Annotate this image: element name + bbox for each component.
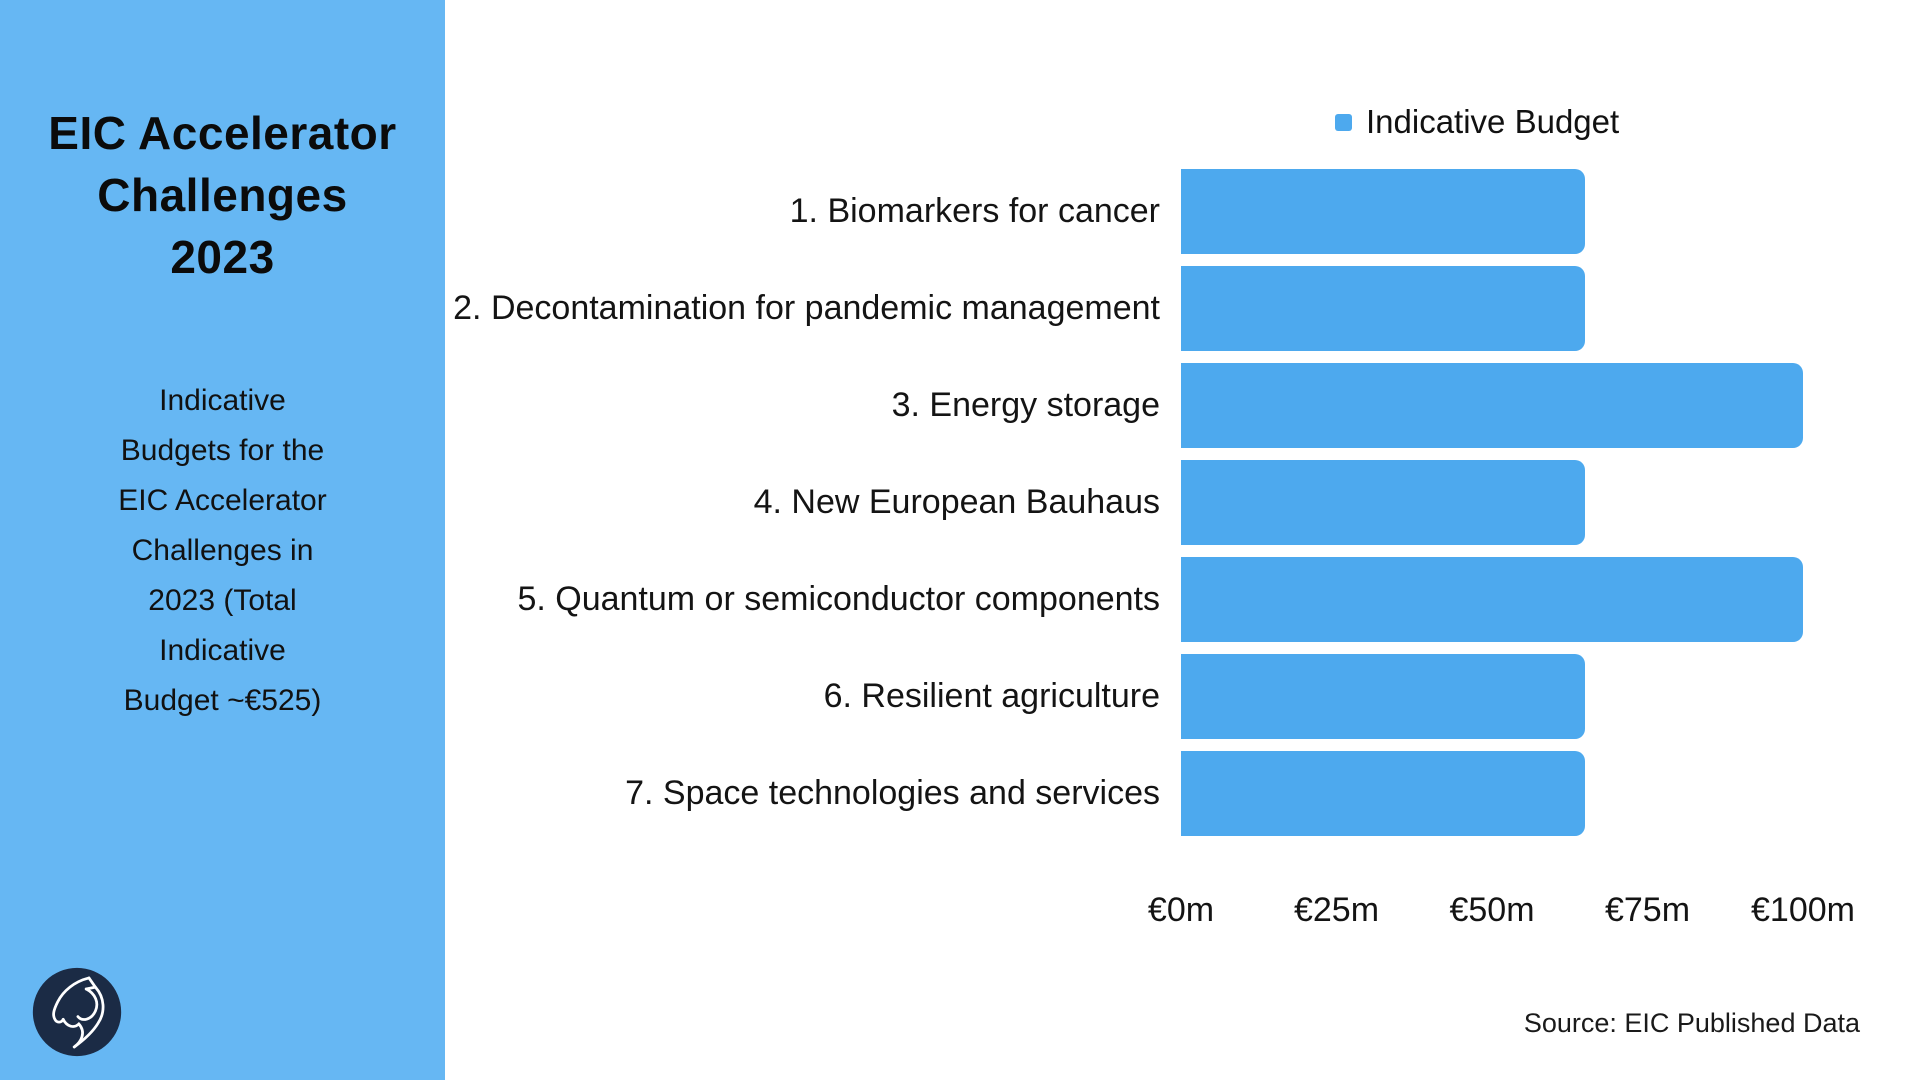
subtitle-line: Indicative <box>159 634 286 667</box>
bar-track <box>1181 654 1803 739</box>
budget-bar <box>1181 363 1803 448</box>
budget-bar <box>1181 751 1586 836</box>
category-label: 3. Energy storage <box>891 386 1160 424</box>
subtitle-line: EIC Accelerator <box>118 484 327 517</box>
category-label: 2. Decontamination for pandemic manageme… <box>453 289 1160 327</box>
bar-row: 1. Biomarkers for cancer <box>0 169 1810 254</box>
sidebar: EIC Accelerator Challenges 2023 Indicative… <box>0 0 445 1080</box>
subtitle-line: 2023 (Total <box>148 584 297 617</box>
subtitle-line: Budget ~€525) <box>123 684 322 717</box>
bar-row: 3. Energy storage <box>0 363 1810 448</box>
bar-track <box>1181 169 1803 254</box>
bar-track <box>1181 751 1803 836</box>
title-line: EIC Accelerator <box>48 107 397 159</box>
budget-bar <box>1181 654 1586 739</box>
category-label: 7. Space technologies and services <box>625 774 1160 812</box>
horse-head-logo-icon <box>31 966 123 1058</box>
category-label: 5. Quantum or semiconductor components <box>517 580 1160 618</box>
bar-track <box>1181 363 1803 448</box>
x-axis: €0m €25m €50m €75m €100m <box>1148 891 1855 933</box>
budget-bar <box>1181 266 1586 351</box>
legend-swatch-icon <box>1335 113 1352 131</box>
x-axis-tick-label: €50m <box>1449 891 1535 929</box>
subtitle-line: Indicative <box>159 384 286 417</box>
page-title: EIC Accelerator Challenges 2023 <box>0 102 445 288</box>
x-axis-tick-label: €75m <box>1604 891 1691 929</box>
bar-track <box>1181 460 1803 545</box>
budget-bar <box>1181 557 1803 642</box>
subtitle-line: Challenges in <box>131 534 314 567</box>
x-axis-tick-label: €0m <box>1147 891 1215 929</box>
bar-row: 6. Resilient agriculture <box>0 654 1810 739</box>
legend-label: Indicative Budget <box>1366 103 1620 140</box>
category-label: 1. Biomarkers for cancer <box>789 192 1160 230</box>
bar-row: 4. New European Bauhaus <box>0 460 1810 545</box>
bar-row: 5. Quantum or semiconductor components <box>0 557 1810 642</box>
bar-row: 7. Space technologies and services <box>0 751 1810 836</box>
category-label: 4. New European Bauhaus <box>753 483 1160 521</box>
title-line: Challenges <box>97 169 348 221</box>
category-label: 6. Resilient agriculture <box>823 677 1160 715</box>
bar-row: 2. Decontamination for pandemic manageme… <box>0 266 1810 351</box>
x-axis-tick-label: €25m <box>1293 891 1380 929</box>
bar-track <box>1181 266 1803 351</box>
subtitle-line: Budgets for the <box>120 434 325 467</box>
source-note: Source: EIC Published Data <box>1523 1008 1860 1038</box>
budget-bar <box>1181 460 1586 545</box>
chart-legend: Indicative Budget <box>1335 103 1619 141</box>
x-axis-tick-label: €100m <box>1751 891 1855 929</box>
title-line: 2023 <box>170 231 275 283</box>
page-subtitle: Indicative Budgets for the EIC Accelerator… <box>0 376 445 726</box>
budget-bar <box>1181 169 1586 254</box>
bar-rows: 1. Biomarkers for cancer 2. Decontaminati… <box>0 169 1810 848</box>
bar-track <box>1181 557 1803 642</box>
